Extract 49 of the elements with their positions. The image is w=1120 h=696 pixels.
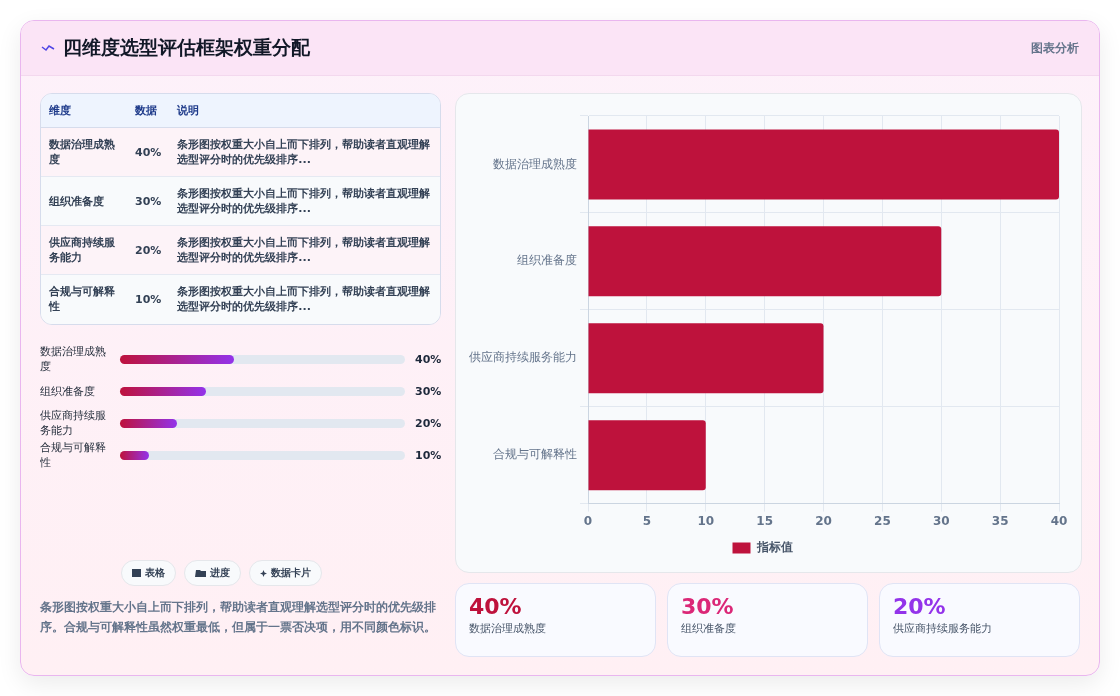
category-label: 数据治理成熟度	[469, 622, 546, 635]
text: 条形图按权重大小自上而下排列，帮助读者直观理解选型评分时的优先级排序...	[169, 176, 440, 226]
category-label: 合规与可解释性	[40, 441, 106, 469]
category-label: 组织准备度	[681, 622, 736, 635]
y-tick-label: 供应商持续服务能力	[469, 350, 577, 365]
category-label: 合规与可解释性	[49, 285, 115, 314]
category-label: 供应商持续服务能力	[893, 622, 992, 635]
text: 条形图按权重大小自上而下排列，帮助读者直观理解选型评分时的优先级排序...	[169, 225, 440, 275]
category-label: 数据治理成熟度	[40, 345, 106, 373]
x-tick-label: 25	[874, 513, 891, 528]
text: 20%	[415, 416, 442, 430]
text: 20%	[135, 243, 162, 257]
text: 30%	[415, 384, 442, 398]
text: 条形图按权重大小自上而下排列，帮助读者直观理解选型评分时的优先级排序...	[176, 284, 432, 316]
x-tick-label: 35	[991, 513, 1009, 528]
x-tick-label: 0	[583, 513, 593, 528]
legend-label: 指标值	[755, 540, 793, 555]
text: 数据	[127, 94, 170, 128]
text: 30%	[135, 194, 162, 208]
text: 条形图按权重大小自上而下排列，帮助读者直观理解选型评分时的优先级排序。合规与可解释性虽然权重最低，但属于一票否决项，用不同颜色标识。	[40, 599, 437, 636]
category-label: 供应商持续服务能力	[40, 409, 106, 437]
category-label: 组织准备度	[40, 384, 95, 398]
category-label: 数据治理成熟度	[49, 138, 115, 166]
text: 图表分析	[1031, 40, 1079, 57]
x-tick-label: 5	[642, 513, 652, 528]
text: 10%	[415, 448, 442, 462]
text: 说明	[169, 94, 440, 128]
x-tick-label: 30	[932, 513, 950, 528]
category-label: 组织准备度	[49, 194, 104, 208]
x-tick-label: 15	[756, 513, 773, 528]
text: 40%	[469, 594, 522, 619]
text: 30%	[681, 594, 734, 619]
x-tick-label: 40	[1050, 513, 1068, 528]
x-tick-label: 10	[697, 513, 715, 528]
y-tick-label: 合规与可解释性	[493, 447, 577, 462]
text: 表格	[145, 566, 165, 580]
x-tick-label: 20	[815, 513, 832, 528]
text: 40%	[415, 352, 442, 366]
y-tick-label: 组织准备度	[517, 253, 577, 268]
y-tick-label: 数据治理成熟度	[493, 156, 577, 171]
text: 维度	[41, 94, 127, 128]
text: 40%	[135, 145, 162, 159]
text: 四维度选型评估框架权重分配	[63, 35, 310, 60]
category-label: 供应商持续服务能力	[49, 236, 115, 264]
text: 条形图按权重大小自上而下排列，帮助读者直观理解选型评分时的优先级排序...	[169, 127, 440, 177]
text: 10%	[135, 292, 162, 306]
text: 数据卡片	[271, 566, 311, 580]
text: 20%	[893, 594, 946, 619]
text: 进度	[210, 566, 230, 580]
